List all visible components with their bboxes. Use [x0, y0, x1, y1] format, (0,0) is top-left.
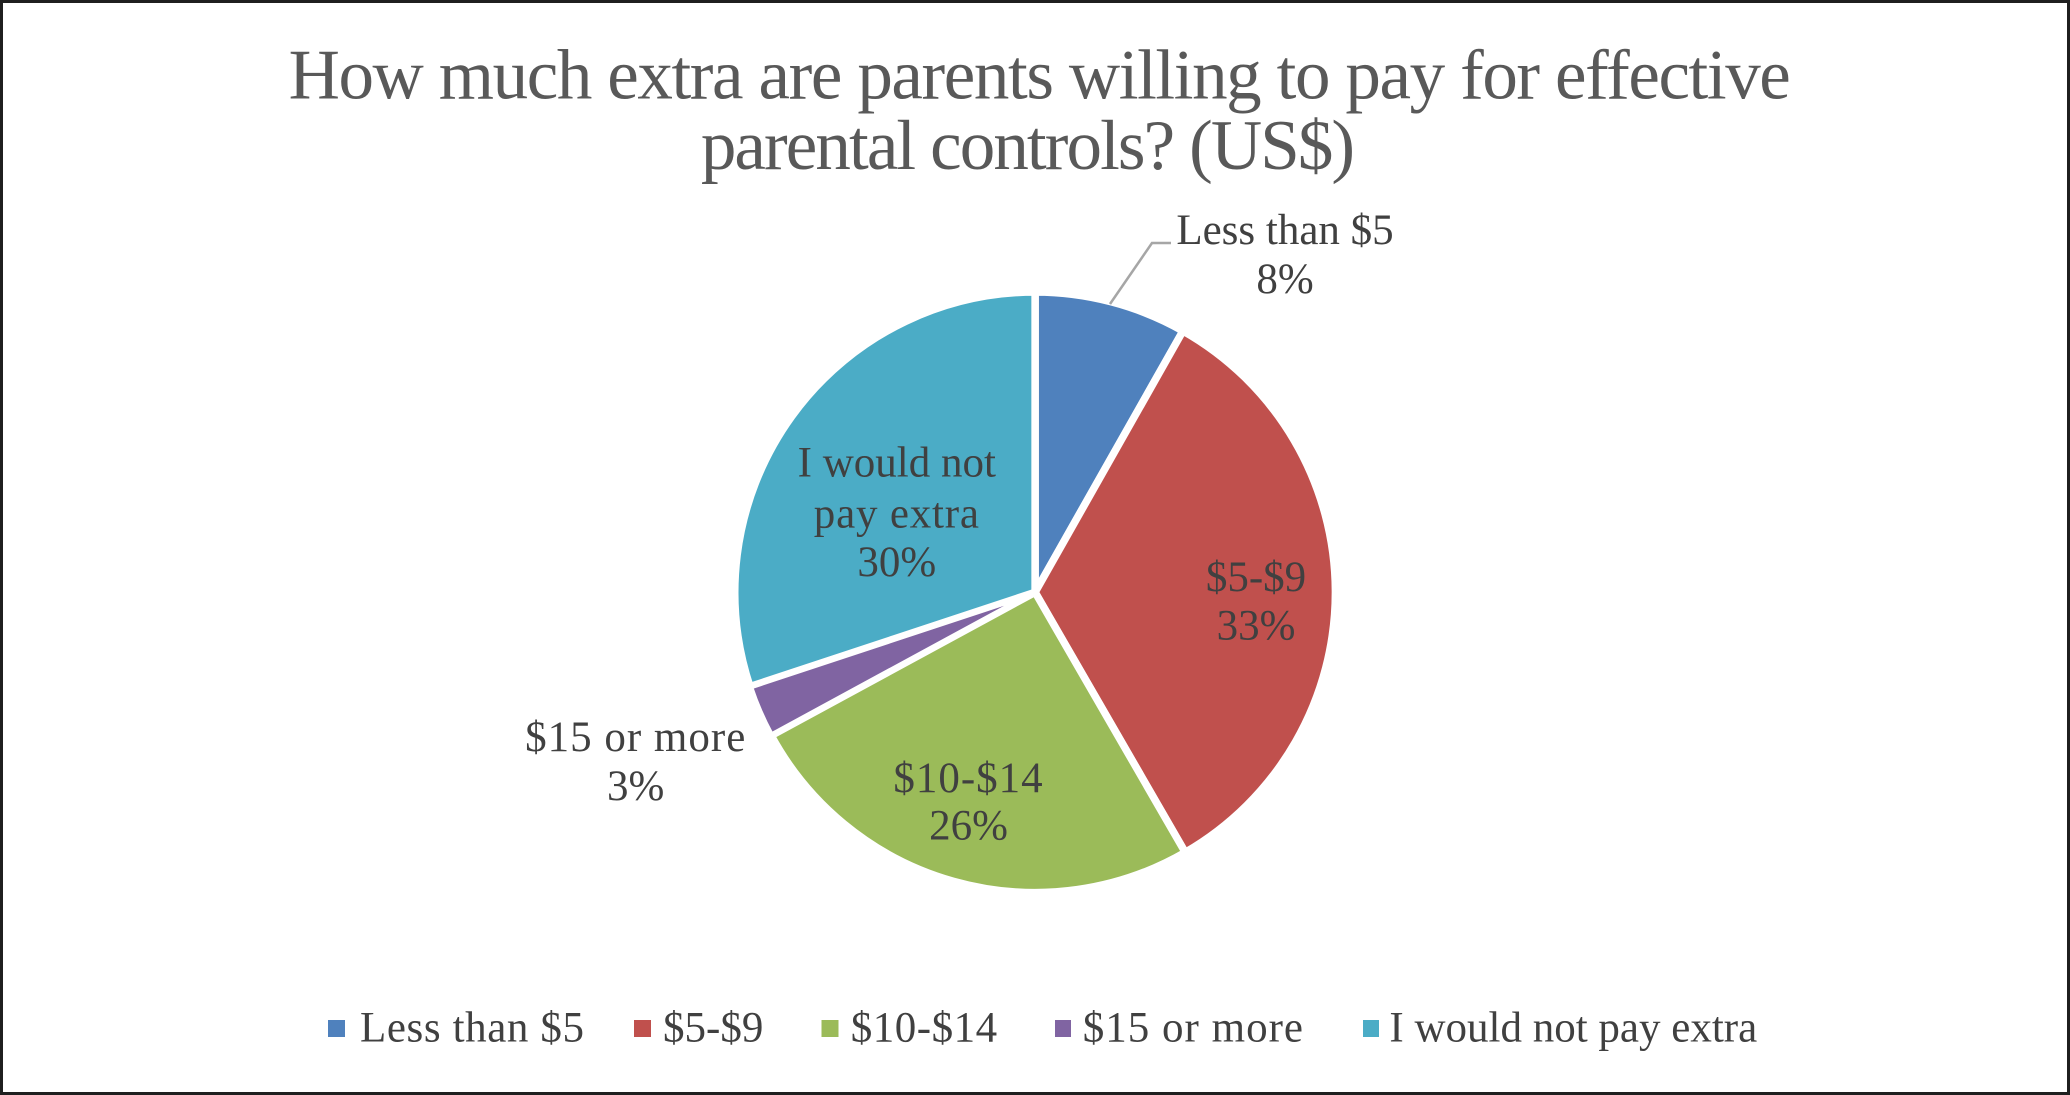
svg-text:I would not: I would not — [798, 440, 996, 487]
svg-text:Less than $5: Less than $5 — [360, 1005, 585, 1052]
svg-text:33%: 33% — [1217, 603, 1296, 650]
svg-text:$5-$9: $5-$9 — [1206, 554, 1306, 601]
svg-text:parental controls? (US$): parental controls? (US$) — [701, 107, 1353, 185]
svg-text:$15 or more: $15 or more — [525, 714, 746, 761]
svg-text:pay extra: pay extra — [814, 491, 980, 538]
svg-text:How much extra are parents wil: How much extra are parents willing to pa… — [289, 37, 1790, 115]
svg-text:8%: 8% — [1256, 256, 1313, 303]
svg-text:$15 or more: $15 or more — [1083, 1005, 1304, 1052]
svg-text:$10-$14: $10-$14 — [893, 755, 1043, 802]
svg-text:3%: 3% — [607, 763, 664, 810]
svg-text:$10-$14: $10-$14 — [851, 1005, 998, 1052]
svg-text:Less than $5: Less than $5 — [1176, 207, 1393, 254]
svg-text:$5-$9: $5-$9 — [663, 1005, 763, 1052]
svg-text:30%: 30% — [857, 539, 936, 586]
svg-text:I would not pay extra: I would not pay extra — [1389, 1005, 1757, 1052]
svg-text:26%: 26% — [929, 803, 1008, 850]
